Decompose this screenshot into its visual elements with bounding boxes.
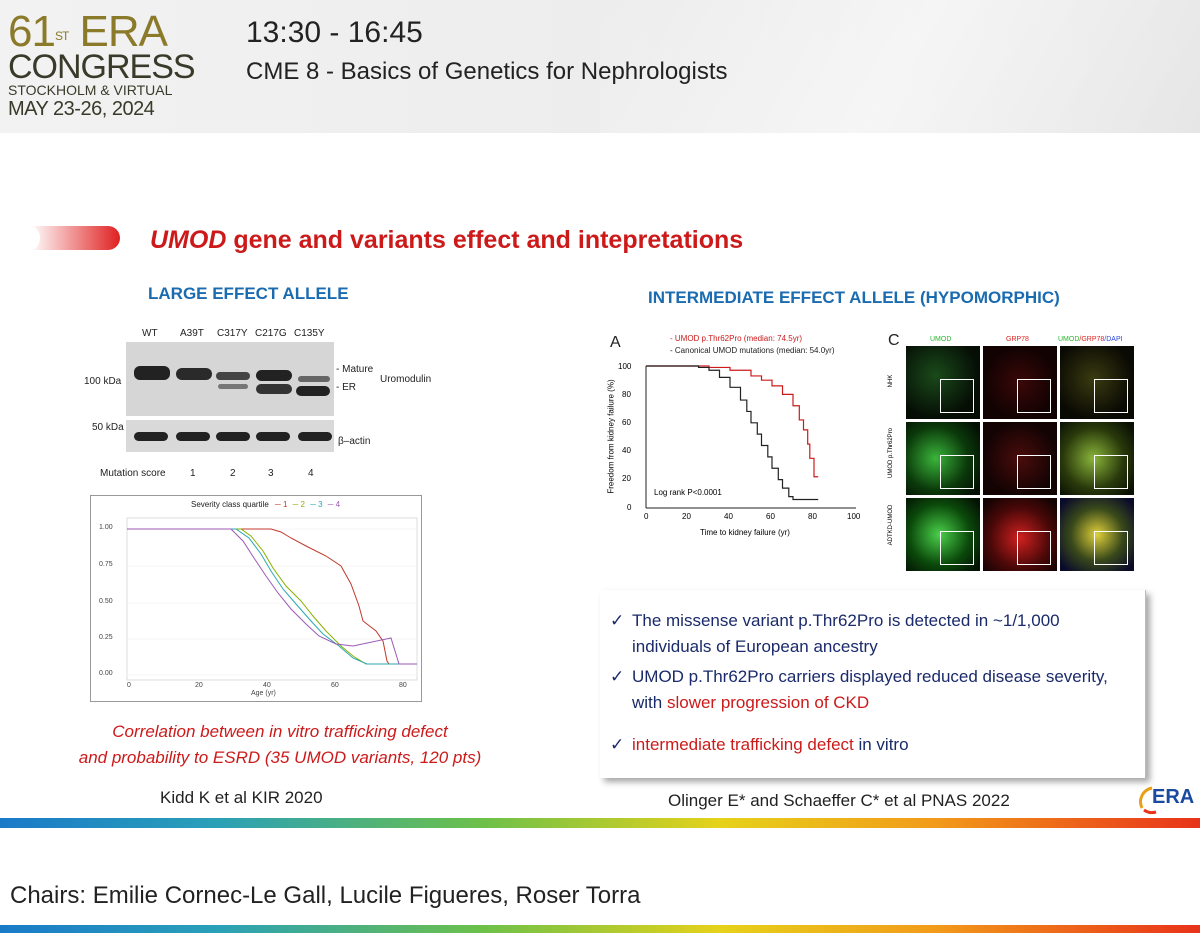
era-logo: ERA [1138, 782, 1200, 816]
left-subtitle: LARGE EFFECT ALLELE [148, 284, 349, 303]
col-label-umod: UMOD [930, 336, 952, 343]
right-subtitle: INTERMEDIATE EFFECT ALLELE (HYPOMORPHIC) [648, 288, 1060, 307]
mutation-score: 1 [190, 468, 196, 479]
y-tick: 60 [622, 418, 631, 427]
row-label-thr62pro: UMOD p.Thr62Pro [888, 428, 894, 479]
y-tick: 0.50 [99, 598, 113, 605]
actin-label: β–actin [338, 436, 371, 447]
kda-50-label: 50 kDa [92, 422, 124, 433]
y-tick: 0.00 [99, 670, 113, 677]
x-tick: 0 [127, 682, 131, 689]
y-tick: 1.00 [99, 524, 113, 531]
mutation-score-label: Mutation score [100, 468, 166, 479]
micro-tile [906, 422, 980, 495]
lane-label: C135Y [294, 328, 325, 339]
blot-membrane-uromodulin [126, 342, 334, 416]
title-marker-icon [30, 226, 120, 250]
congress-location: STOCKHOLM & VIRTUAL [8, 82, 173, 98]
micro-tile [1060, 422, 1134, 495]
x-tick: 40 [263, 682, 271, 689]
y-tick: 20 [622, 474, 631, 483]
micro-tile [1060, 346, 1134, 419]
y-tick: 0 [627, 503, 632, 512]
lane-label: C217G [255, 328, 287, 339]
x-tick: 80 [399, 682, 407, 689]
x-tick: 40 [724, 512, 733, 521]
session-header [0, 0, 1200, 133]
er-band-label: - ER [336, 382, 356, 393]
era-logo-mark-icon [1139, 786, 1157, 815]
x-tick: 80 [808, 512, 817, 521]
panel-c-microscopy: C UMOD GRP78 UMOD/GRP78/DAPI NHK UMOD p.… [880, 328, 1135, 573]
micro-tile [983, 346, 1057, 419]
severity-km-chart: Severity class quartile ─ 1 ─ 2 ─ 3 ─ 4 … [90, 495, 422, 702]
era-logo-text: ERA [1152, 786, 1195, 808]
y-tick: 80 [622, 390, 631, 399]
rainbow-footer-bar [0, 925, 1200, 933]
lane-label: WT [142, 328, 158, 339]
panel-letter-a: A [610, 334, 621, 351]
blot-membrane-actin [126, 420, 334, 452]
session-time: 13:30 - 16:45 [246, 16, 423, 49]
km-plot-area [126, 517, 418, 681]
microscopy-grid [906, 346, 1134, 572]
x-tick: 0 [644, 512, 649, 521]
x-tick: 20 [195, 682, 203, 689]
micro-tile [983, 498, 1057, 571]
km-plot [645, 365, 856, 509]
x-tick: 60 [766, 512, 775, 521]
km-series-canonical [646, 365, 819, 501]
check-icon: ✓ [610, 735, 625, 754]
mutation-score: 4 [308, 468, 314, 479]
logrank-label: Log rank P<0.0001 [654, 488, 722, 497]
mature-band-label: - Mature [336, 364, 374, 375]
y-axis-label: Freedom from kidney failure (%) [606, 379, 616, 494]
y-tick: 100 [618, 362, 632, 371]
panel-letter-c: C [888, 332, 900, 349]
x-tick: 20 [682, 512, 691, 521]
micro-tile [983, 422, 1057, 495]
lane-label: A39T [180, 328, 204, 339]
uromodulin-label: Uromodulin [380, 374, 432, 385]
rainbow-divider [0, 818, 1200, 828]
x-axis-label: Age (yr) [251, 690, 276, 697]
col-label-grp78: GRP78 [1006, 336, 1029, 343]
km-legend: Severity class quartile ─ 1 ─ 2 ─ 3 ─ 4 [191, 500, 341, 509]
check-icon: ✓ [610, 667, 625, 686]
x-tick: 60 [331, 682, 339, 689]
slide-title: UMOD gene and variants effect and intepr… [150, 226, 744, 254]
mutation-score: 2 [230, 468, 236, 479]
lane-label: C317Y [217, 328, 248, 339]
km-legend-thr62pro: - UMOD p.Thr62Pro (median: 74.5yr) [670, 334, 803, 343]
correlation-caption: Correlation between in vitro trafficking… [78, 722, 482, 767]
km-legend-canonical: - Canonical UMOD mutations (median: 54.0… [670, 346, 835, 355]
congress-date: MAY 23-26, 2024 [8, 98, 155, 120]
x-axis-label: Time to kidney failure (yr) [700, 528, 790, 537]
check-icon: ✓ [610, 611, 625, 630]
congress-logo-word: CONGRESS [8, 48, 196, 86]
session-title: CME 8 - Basics of Genetics for Nephrolog… [246, 58, 728, 85]
panel-a-km-chart: A - UMOD p.Thr62Pro (median: 74.5yr) - C… [600, 328, 870, 553]
mutation-score: 3 [268, 468, 274, 479]
col-label-merge: UMOD/GRP78/DAPI [1058, 336, 1123, 343]
key-findings-box: ✓ The missense variant p.Thr62Pro is det… [600, 590, 1146, 778]
reference-kidd: Kidd K et al KIR 2020 [160, 788, 323, 807]
row-label-nhk: NHK [888, 374, 894, 388]
micro-tile [906, 346, 980, 419]
km-series-thr62pro [646, 365, 819, 478]
session-chairs: Chairs: Emilie Cornec-Le Gall, Lucile Fi… [10, 882, 641, 909]
western-blot-figure: WT A39T C317Y C217G C135Y 100 kDa - Matu… [80, 318, 440, 486]
kda-100-label: 100 kDa [84, 376, 122, 387]
y-tick: 40 [622, 446, 631, 455]
micro-tile [906, 498, 980, 571]
reference-olinger: Olinger E* and Schaeffer C* et al PNAS 2… [668, 791, 1010, 810]
x-tick: 100 [847, 512, 861, 521]
y-tick: 0.25 [99, 634, 113, 641]
micro-tile [1060, 498, 1134, 571]
y-tick: 0.75 [99, 561, 113, 568]
row-label-adtkd: ADTKD-UMOD [888, 504, 894, 546]
congress-logo-number: 61ST ERA [8, 7, 168, 56]
